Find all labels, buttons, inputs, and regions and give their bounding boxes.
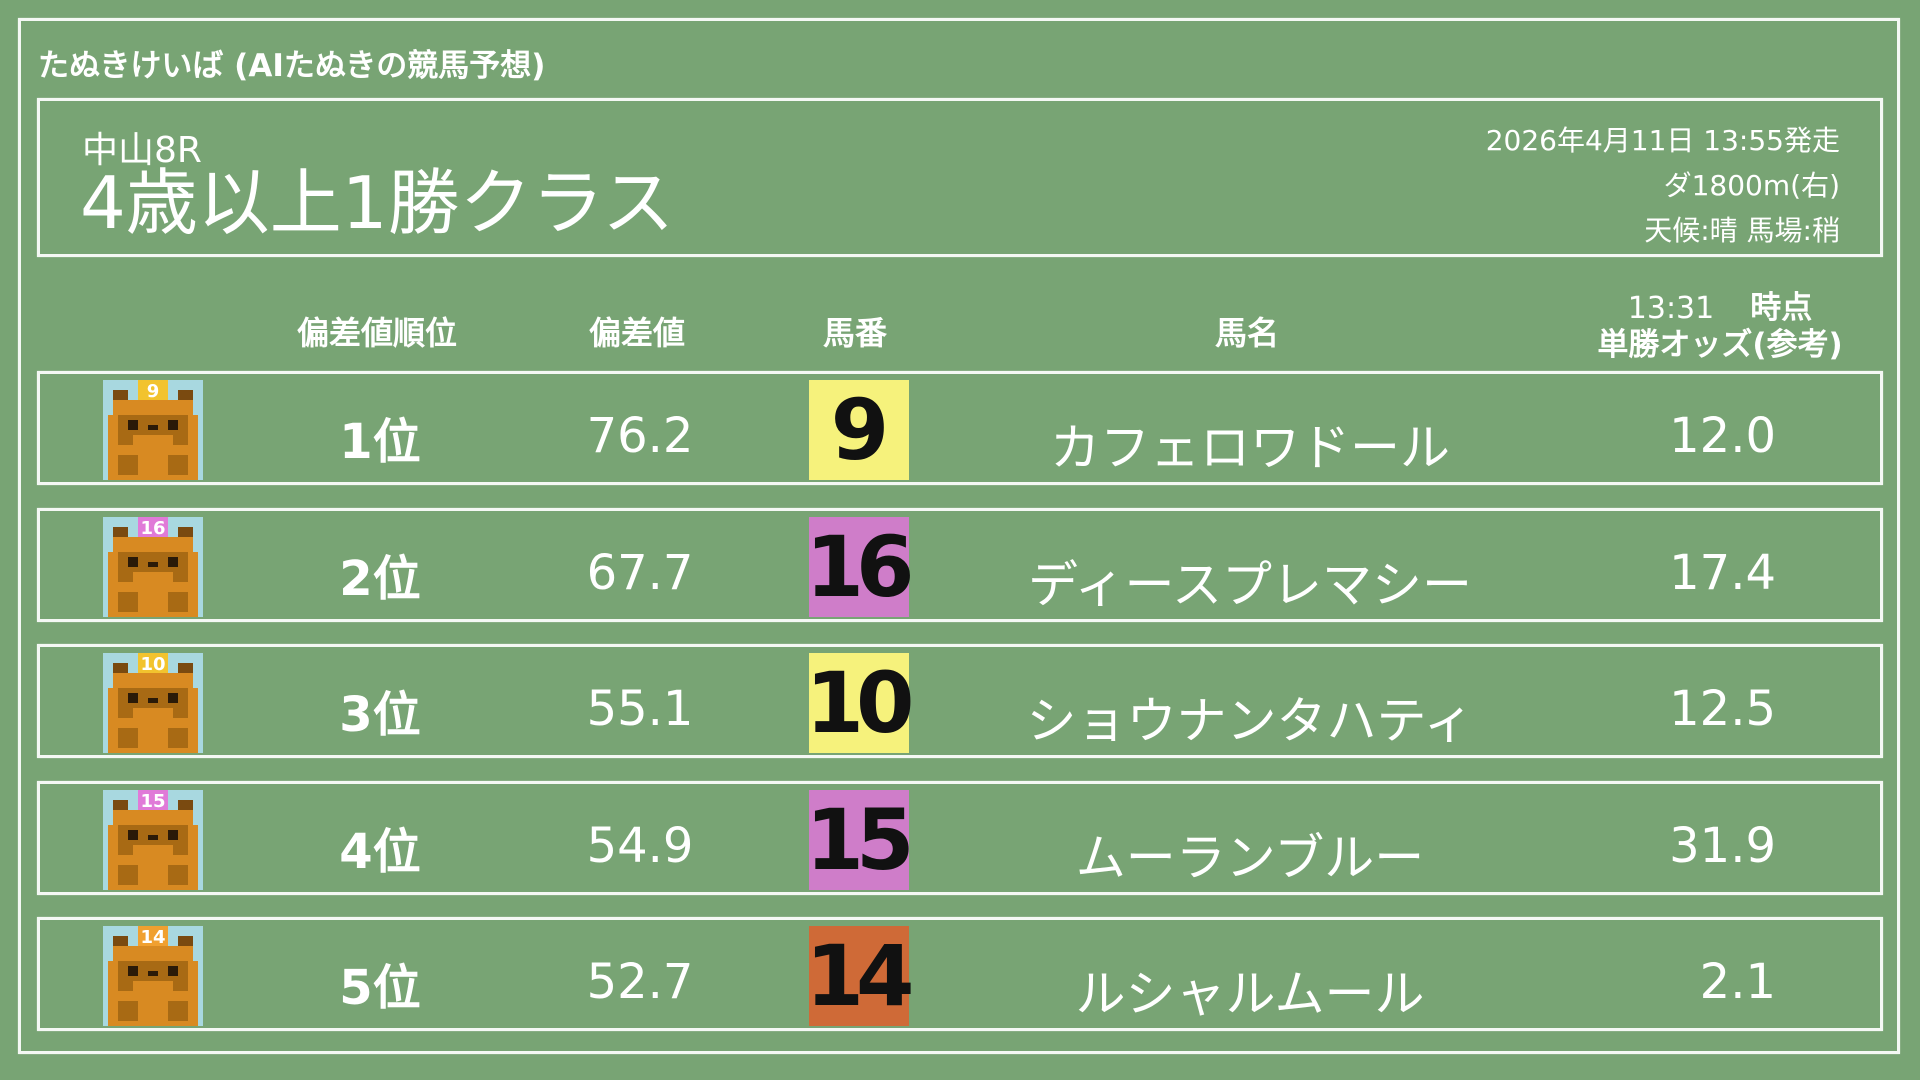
race-header: 中山8R 4歳以上1勝クラス 2026年4月11日 13:55発走 ダ1800m… xyxy=(37,98,1883,257)
column-header-rank: 偏差値順位 xyxy=(296,314,458,352)
tanuki-icon: 9 xyxy=(103,380,203,480)
column-header-deviation: 偏差値 xyxy=(588,314,686,352)
win-odds: 12.0 xyxy=(1669,408,1776,464)
table-row: 14 5位 52.7 14 ルシャルムール 2.1 xyxy=(37,917,1883,1031)
odds-label: 単勝オッズ(参考) xyxy=(1597,327,1843,363)
win-odds: 12.5 xyxy=(1669,681,1776,737)
site-title: たぬきけいば (AIたぬきの競馬予想) xyxy=(38,48,546,84)
race-datetime: 2026年4月11日 13:55発走 xyxy=(1485,124,1840,157)
svg-text:14: 14 xyxy=(140,927,165,948)
odds-time: 13:31 xyxy=(1627,291,1715,326)
svg-text:15: 15 xyxy=(140,791,165,812)
race-conditions: 天候:晴 馬場:稍 xyxy=(1644,214,1840,247)
table-row: 9 1位 76.2 9 カフェロワドール 12.0 xyxy=(37,371,1883,485)
horse-number-badge: 16 xyxy=(806,516,914,617)
table-row: 16 2位 67.7 16 ディースプレマシー 17.4 xyxy=(37,507,1883,622)
tanuki-icon: 14 xyxy=(103,926,203,1026)
horse-number-badge: 14 xyxy=(806,926,914,1026)
race-venue-round: 中山8R xyxy=(82,130,202,171)
win-odds: 2.1 xyxy=(1699,954,1776,1010)
column-header-odds: 13:31 時点 単勝オッズ(参考) xyxy=(1597,290,1842,363)
tanuki-icon: 10 xyxy=(103,653,203,753)
horse-number-badge: 15 xyxy=(806,789,914,890)
svg-text:10: 10 xyxy=(140,654,165,675)
win-odds: 17.4 xyxy=(1669,544,1776,601)
board-frame xyxy=(18,18,1900,1054)
column-header-number: 馬番 xyxy=(822,314,888,352)
column-header-horse: 馬名 xyxy=(1214,314,1280,352)
race-course: ダ1800m(右) xyxy=(1663,169,1840,202)
svg-text:16: 16 xyxy=(140,518,165,539)
svg-text:9: 9 xyxy=(147,381,160,402)
win-odds: 31.9 xyxy=(1669,817,1776,874)
table-row: 10 3位 55.1 10 ショウナンタハティ 12.5 xyxy=(37,644,1883,758)
race-name: 4歳以上1勝クラス xyxy=(80,161,675,245)
tanuki-icon: 16 xyxy=(103,516,203,617)
tanuki-icon: 15 xyxy=(103,789,203,890)
table-row: 15 4位 54.9 15 ムーランブルー 31.9 xyxy=(37,780,1883,895)
odds-time-suffix: 時点 xyxy=(1750,290,1813,326)
horse-number-badge: 9 xyxy=(809,380,909,480)
horse-number-badge: 10 xyxy=(806,653,914,753)
